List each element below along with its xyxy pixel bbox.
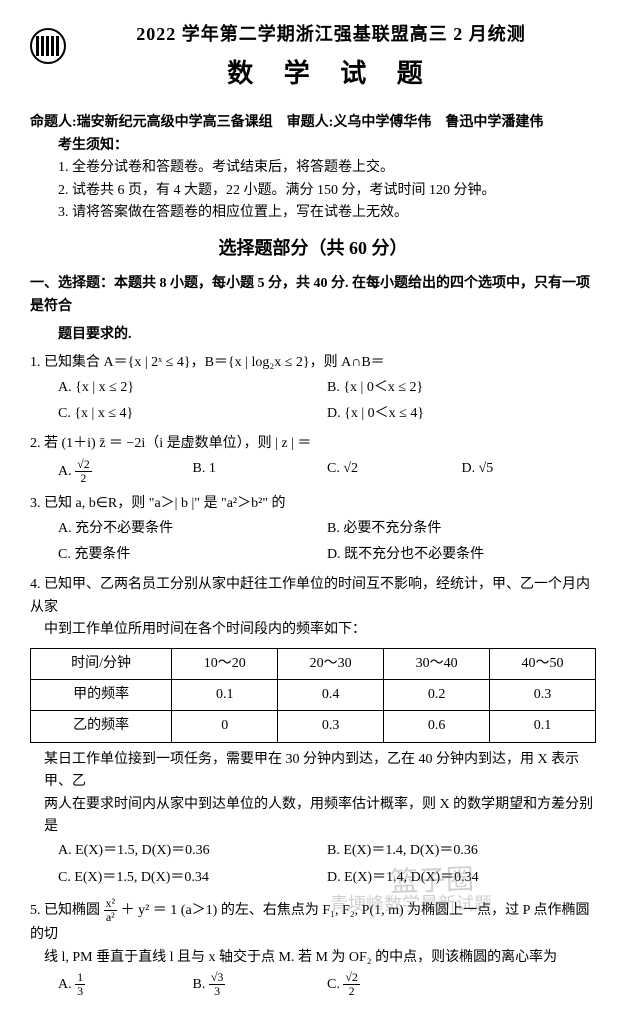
q2-opt-c: C. √2 [327,456,462,487]
q2-opt-a: A. √22 [58,456,193,487]
table-cell: 20～30 [278,648,384,679]
table-cell: 0.6 [384,711,490,742]
table-cell: 0 [172,711,278,742]
notice-heading: 考生须知： [58,135,596,157]
table-cell: 0.1 [172,679,278,710]
q1-opt-b: B. {x | 0＜x ≤ 2} [327,375,596,401]
table-cell: 0.2 [384,679,490,710]
paper-header: 2022 学年第二学期浙江强基联盟高三 2 月统测 数 学 试 题 [30,20,596,94]
table-cell: 0.4 [278,679,384,710]
q3-options: A. 充分不必要条件 B. 必要不充分条件 C. 充要条件 D. 既不充分也不必… [58,516,596,569]
logo-icon [30,28,66,72]
q3-opt-d: D. 既不充分也不必要条件 [327,542,596,568]
question-1: 1. 已知集合 A＝{x | 2ˣ ≤ 4}，B＝{x | log₂x ≤ 2}… [30,352,596,427]
authors-line: 命题人:瑞安新纪元高级中学高三备课组 审题人:义乌中学傅华伟 鲁迅中学潘建伟 [30,112,596,134]
table-cell: 时间/分钟 [31,648,172,679]
table-cell: 40～50 [490,648,596,679]
table-cell: 乙的频率 [31,711,172,742]
table-row: 时间/分钟 10～20 20～30 30～40 40～50 [31,648,596,679]
q1-options: A. {x | x ≤ 2} B. {x | 0＜x ≤ 2} C. {x | … [58,375,596,428]
q4-stem3: 某日工作单位接到一项任务，需要甲在 30 分钟内到达，乙在 40 分钟内到达，用… [44,749,596,794]
q4-stem4: 两人在要求时间内从家中到达单位的人数，用频率估计概率，则 X 的数学期望和方差分… [44,794,596,839]
table-cell: 0.1 [490,711,596,742]
header-titles: 2022 学年第二学期浙江强基联盟高三 2 月统测 数 学 试 题 [66,20,596,94]
section-title: 选择题部分（共 60 分） [30,234,596,263]
block-heading: 一、选择题：本题共 8 小题，每小题 5 分，共 40 分. 在每小题给出的四个… [30,273,596,318]
notice-item: 2. 试卷共 6 页，有 4 大题，22 小题。满分 150 分，考试时间 12… [58,180,596,202]
table-cell: 30～40 [384,648,490,679]
q2-options: A. √22 B. 1 C. √2 D. √5 [58,456,596,487]
q5-options: A. 13 B. √33 C. √22 [58,969,596,1000]
question-5: 5. 已知椭圆 x²a² ＋ y² ＝ 1 (a＞1) 的左、右焦点为 F₁, … [30,897,596,1001]
q4-stem2: 中到工作单位所用时间在各个时间段内的频率如下： [44,619,596,641]
q4-stem1: 4. 已知甲、乙两名员工分别从家中赶往工作单位的时间互不影响，经统计，甲、乙一个… [30,574,596,619]
q4-opt-d: D. E(X)＝1.4, D(X)＝0.34 [327,865,596,891]
q4-opt-c: C. E(X)＝1.5, D(X)＝0.34 [58,865,327,891]
notice-item: 3. 请将答案做在答题卷的相应位置上，写在试卷上无效。 [58,202,596,224]
q5-stem-line2: 线 l, PM 垂直于直线 l 且与 x 轴交于点 M. 若 M 为 OF₂ 的… [44,947,596,969]
frequency-table: 时间/分钟 10～20 20～30 30～40 40～50 甲的频率 0.1 0… [30,648,596,743]
notice-item: 1. 全卷分试卷和答题卷。考试结束后，将答题卷上交。 [58,157,596,179]
question-3: 3. 已知 a, b∈R，则 "a＞| b |" 是 "a²＞b²" 的 A. … [30,493,596,568]
q5-stem-line1: 5. 已知椭圆 x²a² ＋ y² ＝ 1 (a＞1) 的左、右焦点为 F₁, … [30,897,596,947]
q2-opt-b: B. 1 [193,456,328,487]
exam-title-line: 2022 学年第二学期浙江强基联盟高三 2 月统测 [66,20,596,49]
q5-opt-c: C. √22 [327,969,462,1000]
q2-stem: 2. 若 (1＋i) z̄ ＝ −2i（i 是虚数单位），则 | z | ＝ [30,433,596,455]
q3-opt-c: C. 充要条件 [58,542,327,568]
q3-opt-a: A. 充分不必要条件 [58,516,327,542]
q4-opt-b: B. E(X)＝1.4, D(X)＝0.36 [327,838,596,864]
question-4: 4. 已知甲、乙两名员工分别从家中赶往工作单位的时间互不影响，经统计，甲、乙一个… [30,574,596,891]
table-cell: 甲的频率 [31,679,172,710]
q5-opt-b: B. √33 [193,969,328,1000]
table-cell: 0.3 [278,711,384,742]
block-heading-cont: 题目要求的. [58,324,596,346]
q4-opt-a: A. E(X)＝1.5, D(X)＝0.36 [58,838,327,864]
table-cell: 10～20 [172,648,278,679]
table-row: 乙的频率 0 0.3 0.6 0.1 [31,711,596,742]
question-2: 2. 若 (1＋i) z̄ ＝ −2i（i 是虚数单位），则 | z | ＝ A… [30,433,596,487]
q1-opt-c: C. {x | x ≤ 4} [58,401,327,427]
q1-stem: 1. 已知集合 A＝{x | 2ˣ ≤ 4}，B＝{x | log₂x ≤ 2}… [30,352,596,374]
q5-opt-a: A. 13 [58,969,193,1000]
q3-opt-b: B. 必要不充分条件 [327,516,596,542]
q3-stem: 3. 已知 a, b∈R，则 "a＞| b |" 是 "a²＞b²" 的 [30,493,596,515]
q4-options: A. E(X)＝1.5, D(X)＝0.36 B. E(X)＝1.4, D(X)… [58,838,596,891]
q2-opt-d: D. √5 [462,456,597,487]
q1-opt-a: A. {x | x ≤ 2} [58,375,327,401]
q1-opt-d: D. {x | 0＜x ≤ 4} [327,401,596,427]
table-row: 甲的频率 0.1 0.4 0.2 0.3 [31,679,596,710]
subject-title: 数 学 试 题 [66,53,596,95]
table-cell: 0.3 [490,679,596,710]
